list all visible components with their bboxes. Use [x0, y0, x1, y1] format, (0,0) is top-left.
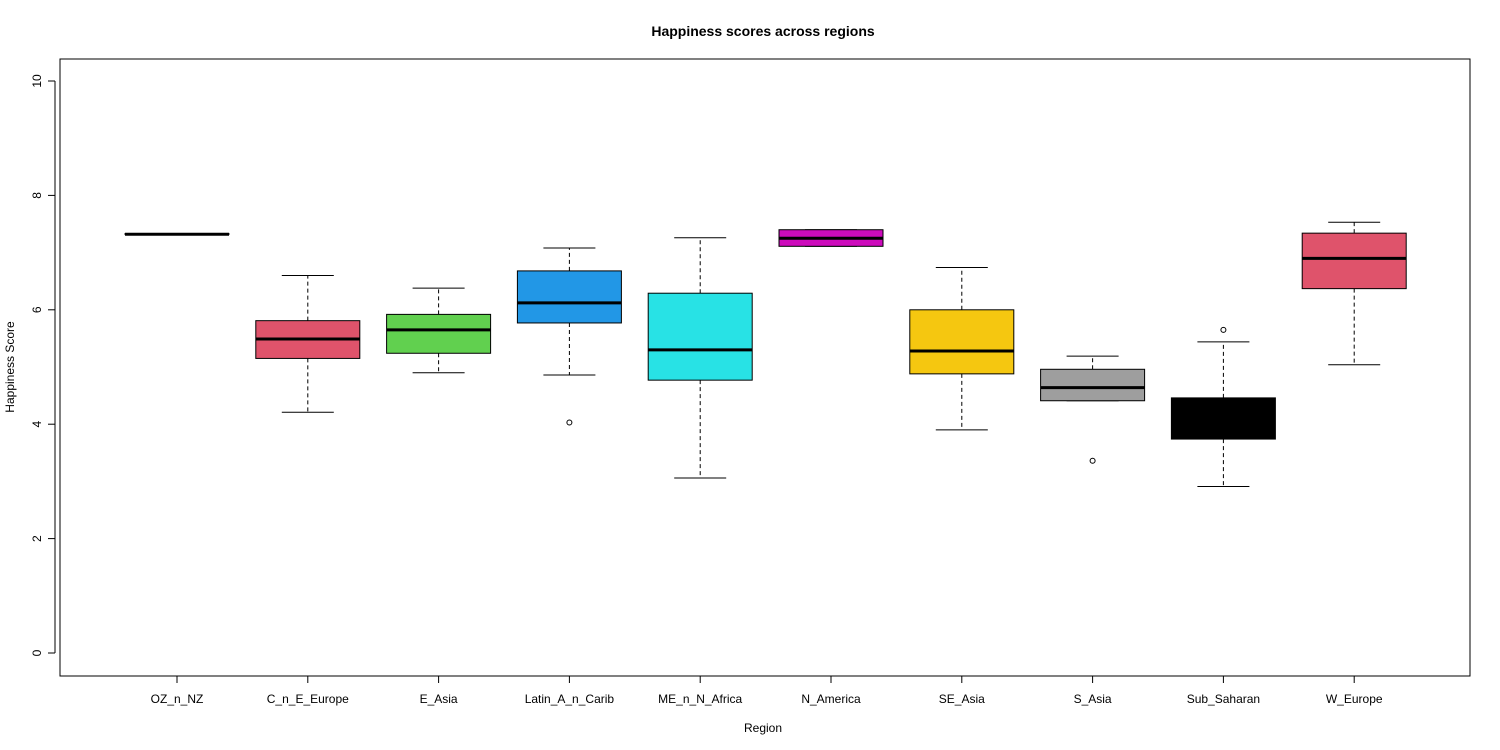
- box-iqr: [516, 270, 622, 324]
- x-tick-label: S_Asia: [1074, 692, 1112, 706]
- box-S_Asia: [1040, 355, 1146, 464]
- y-axis-label: Happiness Score: [3, 321, 17, 413]
- x-tick-label: W_Europe: [1326, 692, 1383, 706]
- plot-frame: [59, 58, 1471, 677]
- x-axis: OZ_n_NZ C_n_E_Europe E_Asia Latin_A_n_Carib…: [151, 675, 1383, 706]
- y-tick-label: 0: [30, 649, 44, 656]
- box-Latin_A_n_Carib: [516, 247, 622, 426]
- x-tick-label: ME_n_N_Africa: [658, 692, 742, 706]
- box-iqr: [909, 309, 1015, 375]
- box-E_Asia: [386, 287, 492, 374]
- outlier-point: [566, 419, 573, 426]
- box-Sub_Saharan: [1170, 326, 1276, 488]
- outlier-point: [1220, 326, 1227, 333]
- box-OZ_n_NZ: [124, 232, 230, 236]
- box-iqr: [1170, 397, 1276, 440]
- box-W_Europe: [1301, 221, 1407, 366]
- x-axis-label: Region: [744, 721, 782, 735]
- y-tick-label: 8: [30, 192, 44, 199]
- box-N_America: [778, 229, 884, 247]
- chart-title: Happiness scores across regions: [651, 23, 875, 39]
- y-tick-label: 6: [30, 306, 44, 313]
- boxes-layer: [124, 221, 1407, 488]
- x-tick-label: SE_Asia: [939, 692, 985, 706]
- y-axis: 0 2 4 6 8 10: [30, 74, 56, 656]
- outlier-point: [1089, 457, 1096, 464]
- box-C_n_E_Europe: [255, 274, 361, 413]
- box-SE_Asia: [909, 266, 1015, 431]
- x-tick-label: E_Asia: [420, 692, 458, 706]
- y-tick-label: 2: [30, 535, 44, 542]
- box-ME_n_N_Africa: [647, 237, 753, 479]
- x-tick-label: Latin_A_n_Carib: [525, 692, 615, 706]
- box-iqr: [1301, 232, 1407, 290]
- y-tick-label: 10: [30, 74, 44, 88]
- x-tick-label: N_America: [801, 692, 861, 706]
- x-tick-label: C_n_E_Europe: [267, 692, 349, 706]
- x-tick-label: Sub_Saharan: [1187, 692, 1260, 706]
- box-iqr: [647, 292, 753, 381]
- x-tick-label: OZ_n_NZ: [151, 692, 204, 706]
- box-iqr: [1040, 368, 1146, 402]
- box-iqr: [386, 313, 492, 354]
- y-tick-label: 4: [30, 421, 44, 428]
